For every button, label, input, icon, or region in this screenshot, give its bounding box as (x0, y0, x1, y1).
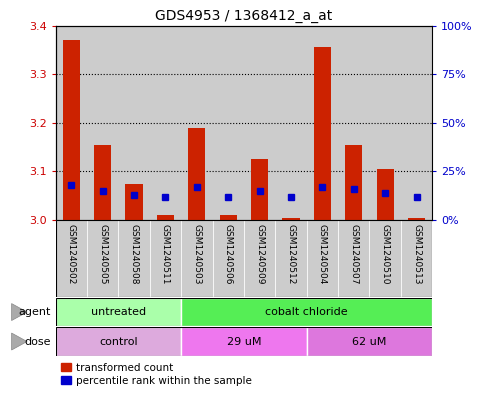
Text: agent: agent (18, 307, 51, 317)
Text: 29 uM: 29 uM (227, 336, 261, 347)
Bar (87, 26, 118, 220)
Bar (150, 26, 181, 220)
Text: GSM1240510: GSM1240510 (381, 224, 390, 285)
Text: GSM1240504: GSM1240504 (318, 224, 327, 284)
Bar (188, 128, 205, 220)
Bar (213, 220, 244, 297)
Bar (408, 218, 425, 220)
Bar (369, 220, 401, 297)
Text: GSM1240506: GSM1240506 (224, 224, 233, 285)
Bar (244, 220, 275, 297)
Bar (94, 145, 111, 220)
Bar (213, 26, 244, 220)
Polygon shape (12, 333, 27, 350)
Text: GSM1240508: GSM1240508 (129, 224, 139, 285)
Bar (283, 218, 299, 220)
Text: GSM1240511: GSM1240511 (161, 224, 170, 285)
Text: 62 uM: 62 uM (352, 336, 387, 347)
Text: GSM1240502: GSM1240502 (67, 224, 76, 284)
Bar (181, 327, 307, 356)
Bar (314, 48, 331, 220)
Bar (338, 26, 369, 220)
Bar (251, 159, 268, 220)
Text: GSM1240512: GSM1240512 (286, 224, 296, 284)
Text: dose: dose (24, 336, 51, 347)
Text: control: control (99, 336, 138, 347)
Text: GSM1240507: GSM1240507 (349, 224, 358, 285)
Legend: transformed count, percentile rank within the sample: transformed count, percentile rank withi… (61, 363, 252, 386)
Bar (181, 220, 213, 297)
Bar (126, 184, 142, 220)
Bar (181, 298, 432, 326)
Bar (307, 220, 338, 297)
Bar (307, 327, 432, 356)
Bar (56, 220, 87, 297)
Text: GSM1240509: GSM1240509 (255, 224, 264, 285)
Bar (377, 169, 394, 220)
Bar (118, 26, 150, 220)
Bar (307, 26, 338, 220)
Bar (87, 220, 118, 297)
Polygon shape (12, 303, 27, 321)
Bar (56, 327, 181, 356)
Bar (56, 26, 87, 220)
Title: GDS4953 / 1368412_a_at: GDS4953 / 1368412_a_at (156, 9, 332, 23)
Text: GSM1240503: GSM1240503 (192, 224, 201, 285)
Bar (63, 40, 80, 220)
Bar (181, 26, 213, 220)
Bar (369, 26, 401, 220)
Bar (118, 220, 150, 297)
Text: GSM1240513: GSM1240513 (412, 224, 421, 285)
Bar (150, 220, 181, 297)
Text: untreated: untreated (91, 307, 146, 317)
Bar (56, 298, 181, 326)
Text: GSM1240505: GSM1240505 (98, 224, 107, 285)
Bar (157, 215, 174, 220)
Bar (275, 26, 307, 220)
Text: cobalt chloride: cobalt chloride (265, 307, 348, 317)
Bar (401, 220, 432, 297)
Bar (345, 145, 362, 220)
Bar (275, 220, 307, 297)
Bar (244, 26, 275, 220)
Bar (220, 215, 237, 220)
Bar (401, 26, 432, 220)
Bar (338, 220, 369, 297)
